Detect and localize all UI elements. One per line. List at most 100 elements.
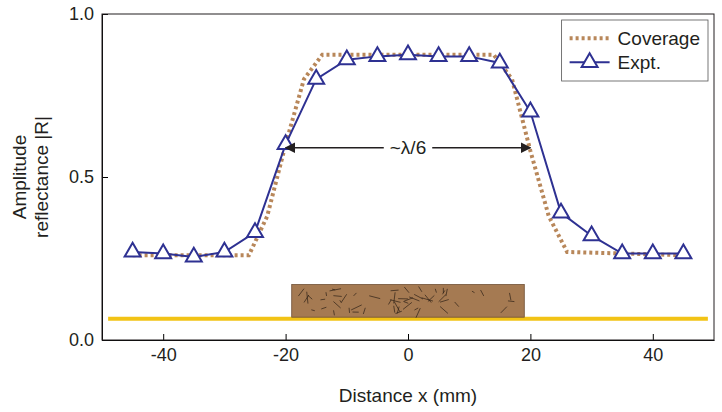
series-marker xyxy=(522,103,538,117)
texture-stroke xyxy=(414,308,418,310)
texture-stroke xyxy=(446,289,447,296)
series-marker xyxy=(339,50,355,64)
series-marker xyxy=(614,244,630,258)
x-tick-label: 40 xyxy=(643,345,663,365)
series-marker xyxy=(645,244,661,258)
annotation-text: ~λ/6 xyxy=(390,137,426,158)
texture-stroke xyxy=(404,287,409,293)
block-texture xyxy=(298,287,514,318)
plot: -40 -20 0 20 40 0.0 0.5 1.0 ~λ/6 Coverage Expt. xyxy=(69,4,715,365)
series-line xyxy=(133,55,684,257)
texture-stroke xyxy=(414,294,423,299)
x-tick-label: 0 xyxy=(403,345,413,365)
series-marker xyxy=(155,244,171,258)
texture-stroke xyxy=(472,291,475,292)
legend-label: Coverage xyxy=(618,28,700,49)
x-tick-label: -20 xyxy=(273,345,299,365)
texture-stroke xyxy=(403,302,412,309)
texture-stroke xyxy=(352,312,358,313)
legend: Coverage Expt. xyxy=(562,20,708,81)
texture-stroke xyxy=(351,305,362,310)
texture-stroke xyxy=(363,308,365,314)
texture-stroke xyxy=(509,293,510,300)
texture-stroke xyxy=(308,295,312,299)
annotation-arrow xyxy=(286,147,384,149)
texture-stroke xyxy=(416,308,420,318)
legend-box xyxy=(562,20,708,81)
texture-stroke xyxy=(394,302,400,312)
texture-stroke xyxy=(396,311,402,313)
texture-stroke xyxy=(508,300,514,302)
series-marker xyxy=(125,243,141,257)
texture-stroke xyxy=(369,296,380,299)
x-tick: -20 xyxy=(273,334,299,365)
texture-stroke xyxy=(321,307,326,309)
series-marker xyxy=(216,243,232,257)
x-tick: 40 xyxy=(643,334,663,365)
texture-stroke xyxy=(440,300,449,303)
legend-marker xyxy=(582,53,598,67)
x-tick: -40 xyxy=(151,334,177,365)
x-tick-mark xyxy=(408,334,409,340)
series-marker xyxy=(584,226,600,240)
y-tick-label: 1.0 xyxy=(69,4,94,24)
texture-stroke xyxy=(325,292,327,296)
y-tick-label: 0.5 xyxy=(69,167,94,187)
series-marker xyxy=(553,204,569,218)
x-tick-mark xyxy=(163,334,164,340)
texture-stroke xyxy=(321,299,326,301)
texture-stroke xyxy=(481,290,484,296)
x-tick-label: 20 xyxy=(521,345,541,365)
sample-block xyxy=(292,285,525,318)
y-tick-mark xyxy=(102,177,108,178)
annotation: ~λ/6 xyxy=(286,137,531,158)
series-marker xyxy=(308,70,324,84)
plot-frame xyxy=(102,14,714,340)
x-tick: 20 xyxy=(521,334,541,365)
texture-stroke xyxy=(439,295,446,302)
texture-stroke xyxy=(330,289,342,291)
legend-swatch xyxy=(570,36,610,40)
texture-stroke xyxy=(394,292,395,303)
series-marker xyxy=(400,46,416,60)
texture-stroke xyxy=(404,298,413,301)
series-marker xyxy=(186,248,202,262)
y-axis-title: Amplitudereflectance |R| xyxy=(9,116,52,238)
texture-stroke xyxy=(419,287,422,292)
texture-stroke xyxy=(435,289,436,293)
series-line xyxy=(133,55,684,255)
x-tick: 0 xyxy=(403,334,413,365)
x-tick-mark xyxy=(653,334,654,340)
texture-stroke xyxy=(333,310,335,315)
texture-stroke xyxy=(332,289,335,291)
texture-stroke xyxy=(333,295,341,297)
texture-stroke xyxy=(455,302,459,307)
series-marker xyxy=(675,244,691,258)
texture-stroke xyxy=(333,302,340,308)
texture-stroke xyxy=(354,293,357,296)
texture-stroke xyxy=(442,290,444,294)
x-tick-mark xyxy=(286,334,287,340)
texture-stroke xyxy=(340,300,342,303)
sample-illustration xyxy=(108,285,708,319)
texture-stroke xyxy=(388,300,391,305)
texture-stroke xyxy=(440,307,448,314)
texture-stroke xyxy=(349,308,350,313)
y-tick-label: 0.0 xyxy=(69,330,94,350)
series-marker xyxy=(247,223,263,237)
texture-stroke xyxy=(341,294,346,302)
texture-stroke xyxy=(307,292,308,304)
texture-stroke xyxy=(403,301,408,303)
texture-stroke xyxy=(298,289,304,296)
legend-item: Coverage xyxy=(570,28,700,49)
texture-stroke xyxy=(394,306,395,313)
series-marker xyxy=(431,47,447,61)
texture-stroke xyxy=(391,290,399,292)
legend-label: Expt. xyxy=(618,52,661,73)
texture-stroke xyxy=(390,300,401,303)
series-marker xyxy=(461,47,477,61)
series-marker xyxy=(369,47,385,61)
legend-item: Expt. xyxy=(570,52,661,73)
x-tick-mark xyxy=(530,334,531,340)
texture-stroke xyxy=(304,295,309,302)
